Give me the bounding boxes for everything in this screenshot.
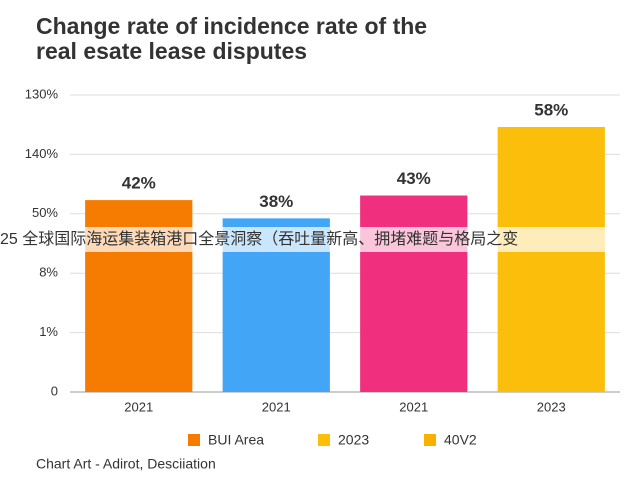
bar [497, 126, 605, 392]
y-tick-label: 140% [25, 146, 59, 161]
legend-label: 2023 [338, 432, 369, 448]
y-tick-label: 0 [51, 383, 58, 398]
chart-title: real esate lease disputes [36, 38, 307, 64]
y-tick-label: 8% [39, 265, 58, 280]
legend-swatch [318, 434, 330, 446]
legend-label: 40V2 [444, 432, 477, 448]
data-label: 43% [397, 169, 431, 188]
x-tick-label: 2023 [537, 399, 566, 414]
x-tick-label: 2021 [262, 399, 291, 414]
x-tick-label: 2021 [124, 399, 153, 414]
data-label: 38% [259, 192, 293, 211]
x-tick-label: 2021 [399, 399, 428, 414]
data-label: 42% [122, 174, 156, 193]
y-tick-label: 1% [39, 324, 58, 339]
legend-swatch [424, 434, 436, 446]
overlay-text: 25 全球国际海运集装箱港口全景洞察（吞吐量新高、拥堵难题与格局之变 [0, 230, 518, 248]
legend-label: BUI Area [208, 432, 264, 448]
overlay-band [0, 227, 640, 252]
y-tick-label: 50% [32, 205, 58, 220]
chart-title: Change rate of incidence rate of the [36, 13, 427, 39]
bar [360, 195, 468, 392]
data-label: 58% [534, 100, 568, 119]
footer: Chart Art - Adirot, Desciiation [36, 456, 216, 472]
y-tick-label: 130% [25, 86, 59, 101]
legend-swatch [188, 434, 200, 446]
